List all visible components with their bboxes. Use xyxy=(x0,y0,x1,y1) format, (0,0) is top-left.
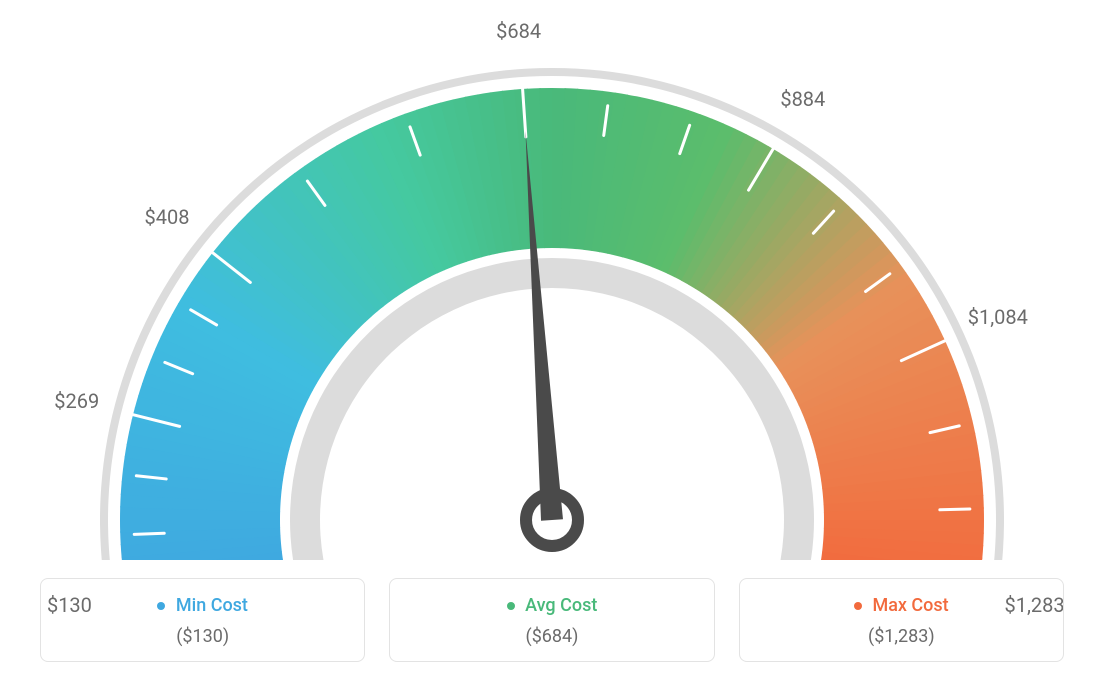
legend-label-min: Min Cost xyxy=(176,595,248,616)
legend-dot-max xyxy=(854,602,862,610)
gauge-tick-label: $408 xyxy=(145,205,190,229)
legend-dot-avg xyxy=(507,602,515,610)
legend-card-max: Max Cost ($1,283) xyxy=(739,578,1064,662)
legend-title-max: Max Cost xyxy=(750,595,1053,616)
gauge-tick-label: $684 xyxy=(496,19,541,43)
gauge-chart: $130$269$408$684$884$1,084$1,283 xyxy=(0,0,1104,560)
legend-label-avg: Avg Cost xyxy=(525,595,597,616)
legend-value-max: ($1,283) xyxy=(750,626,1053,647)
legend-row: Min Cost ($130) Avg Cost ($684) Max Cost… xyxy=(40,578,1064,662)
legend-title-avg: Avg Cost xyxy=(400,595,703,616)
legend-value-avg: ($684) xyxy=(400,626,703,647)
legend-dot-min xyxy=(157,602,165,610)
gauge-tick-label: $1,084 xyxy=(968,305,1028,329)
legend-title-min: Min Cost xyxy=(51,595,354,616)
legend-card-avg: Avg Cost ($684) xyxy=(389,578,714,662)
gauge-svg xyxy=(0,0,1104,560)
legend-card-min: Min Cost ($130) xyxy=(40,578,365,662)
legend-value-min: ($130) xyxy=(51,626,354,647)
gauge-tick-label: $269 xyxy=(54,389,99,413)
legend-label-max: Max Cost xyxy=(872,595,948,616)
gauge-tick-label: $884 xyxy=(780,87,825,111)
